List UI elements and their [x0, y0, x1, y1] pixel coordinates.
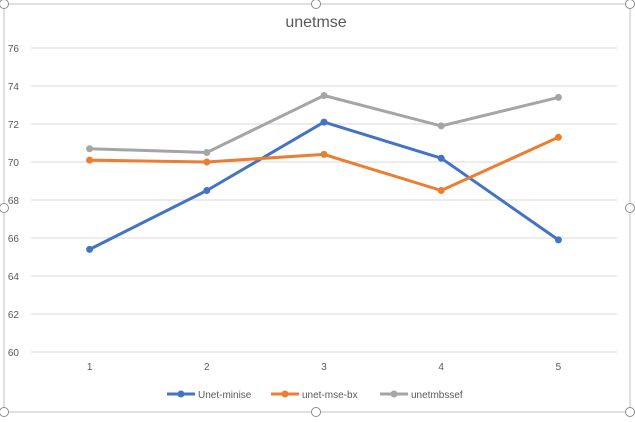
- y-tick-label: 76: [8, 44, 20, 55]
- data-point: [320, 150, 328, 158]
- y-tick-label: 64: [8, 272, 20, 283]
- series-layer: [86, 92, 562, 253]
- y-axis-tick-labels: 60 62 64 66 68 70 72 74 76: [8, 44, 20, 359]
- resize-handle[interactable]: [0, 203, 9, 213]
- legend-label: unetmbssef: [411, 390, 463, 401]
- data-point: [203, 149, 211, 156]
- y-tick-label: 68: [8, 196, 20, 207]
- data-point: [203, 158, 211, 166]
- data-point: [86, 156, 94, 164]
- resize-handle[interactable]: [625, 0, 635, 9]
- data-point: [554, 236, 562, 244]
- y-tick-label: 66: [8, 234, 20, 245]
- resize-handle[interactable]: [311, 0, 321, 9]
- y-tick-label: 72: [8, 120, 20, 131]
- legend-label: Unet-minise: [198, 390, 252, 401]
- x-tick-label: 2: [204, 362, 210, 373]
- legend-label: unet-mse-bx: [302, 390, 358, 401]
- x-tick-label: 4: [438, 362, 444, 373]
- x-tick-label: 1: [87, 362, 93, 373]
- legend-swatch-marker: [390, 390, 398, 398]
- legend-item: Unet-minise: [167, 390, 252, 401]
- data-point: [320, 118, 328, 126]
- resize-handle[interactable]: [0, 407, 9, 417]
- x-tick-label: 3: [321, 362, 327, 373]
- resize-handle[interactable]: [625, 203, 635, 213]
- y-tick-label: 74: [8, 82, 20, 93]
- series-1: [86, 118, 562, 253]
- series-2: [86, 133, 562, 194]
- y-tick-label: 62: [8, 310, 20, 321]
- x-tick-label: 5: [556, 362, 562, 373]
- resize-handle[interactable]: [311, 407, 321, 417]
- legend-swatch-marker: [281, 390, 289, 398]
- legend: Unet-minise unet-mse-bx unetmbssef: [167, 390, 463, 401]
- resize-handle[interactable]: [625, 407, 635, 417]
- data-point: [437, 154, 445, 162]
- chart-border: [3, 3, 631, 413]
- resize-handle[interactable]: [0, 0, 9, 9]
- y-tick-label: 60: [8, 348, 20, 359]
- data-point: [86, 245, 94, 253]
- data-point: [554, 93, 562, 101]
- chart-title: unetmse: [285, 14, 346, 31]
- legend-item: unet-mse-bx: [271, 390, 358, 401]
- data-point: [437, 187, 445, 194]
- data-point: [86, 145, 94, 153]
- series-3: [86, 92, 562, 156]
- y-tick-label: 70: [8, 158, 20, 169]
- legend-item: unetmbssef: [380, 390, 463, 401]
- data-point: [437, 122, 445, 130]
- data-point: [554, 133, 562, 141]
- x-axis-tick-labels: 1 2 3 4 5: [87, 362, 562, 373]
- data-point: [203, 187, 211, 194]
- legend-swatch-marker: [177, 390, 185, 398]
- data-point: [320, 92, 328, 99]
